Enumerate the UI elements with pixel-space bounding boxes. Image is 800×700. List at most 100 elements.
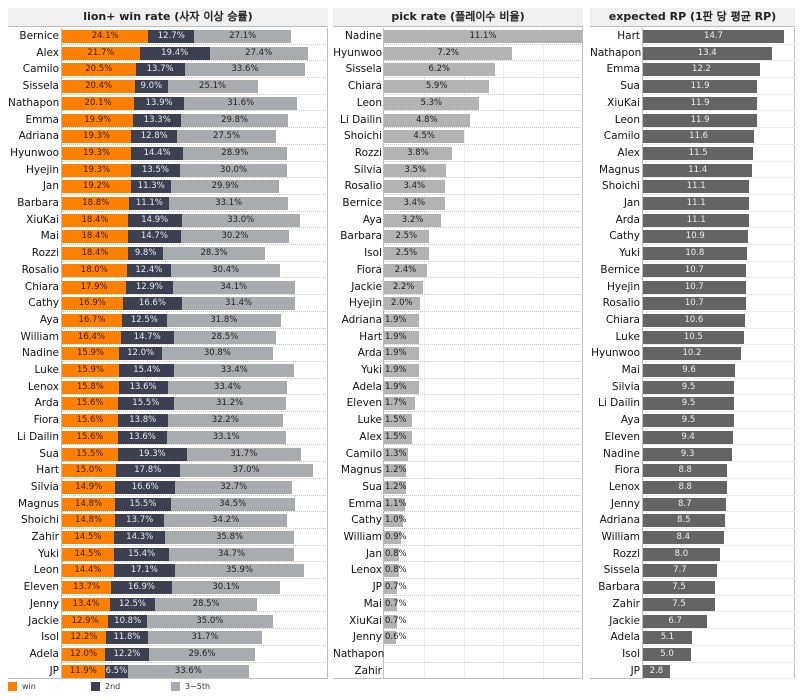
row-divider bbox=[384, 644, 583, 646]
category-label-yuki: Yuki bbox=[38, 547, 59, 560]
category-label-camilo: Camilo bbox=[603, 130, 640, 143]
row-divider bbox=[643, 310, 795, 312]
category-label-sua: Sua bbox=[620, 80, 640, 93]
row-divider bbox=[643, 143, 795, 145]
category-label-yuki: Yuki bbox=[619, 247, 640, 260]
row-divider bbox=[643, 77, 795, 79]
row-divider bbox=[384, 77, 583, 79]
table-row: Isol 2.5% bbox=[333, 245, 583, 262]
legend-swatch-win bbox=[8, 682, 17, 691]
row-divider bbox=[643, 644, 795, 646]
bar-expected-rp: 9.5 bbox=[643, 414, 735, 428]
bar-expected-rp: 5.0 bbox=[643, 647, 691, 661]
bar-expected-rp: 10.6 bbox=[643, 313, 745, 327]
bar-2nd: 12.8% bbox=[131, 130, 178, 144]
bar-3-5th: 33.1% bbox=[169, 197, 289, 210]
row-divider bbox=[643, 344, 795, 346]
row-divider bbox=[62, 411, 328, 413]
category-label-arda: Arda bbox=[34, 397, 59, 410]
category-label-hyejin: Hyejin bbox=[25, 163, 59, 176]
bar-3-5th: 34.5% bbox=[170, 497, 295, 511]
row-divider bbox=[384, 628, 583, 630]
category-label-barbara: Barbara bbox=[598, 581, 640, 594]
row-divider bbox=[643, 527, 795, 529]
row-divider bbox=[62, 494, 328, 496]
category-label-alex: Alex bbox=[36, 46, 59, 59]
bar-expected-rp: 10.8 bbox=[643, 247, 747, 261]
bar-2nd: 13.9% bbox=[134, 96, 184, 110]
category-label-sissela: Sissela bbox=[22, 80, 59, 93]
table-row: Camilo 1.3% bbox=[333, 446, 583, 463]
row-divider bbox=[643, 43, 795, 45]
expected-rp-panel: expected RP (1판 당 평균 RP) Hart 14.7 Nathapo… bbox=[590, 8, 795, 680]
table-row: William 0.9% bbox=[333, 529, 583, 546]
bar-3-5th: 31.2% bbox=[173, 397, 286, 411]
row-divider bbox=[384, 377, 583, 379]
category-label-luke: Luke bbox=[34, 364, 60, 376]
bar-3-5th: 28.5% bbox=[154, 597, 258, 611]
bar-3-5th: 31.4% bbox=[182, 297, 295, 311]
bar-3-5th: 27.1% bbox=[194, 30, 292, 43]
category-label-sissela: Sissela bbox=[345, 63, 382, 76]
bar-pick-rate: 3.2% bbox=[384, 213, 442, 227]
category-label-jan: Jan bbox=[42, 180, 59, 193]
row-divider bbox=[62, 160, 328, 162]
row-divider bbox=[62, 544, 328, 546]
bar-2nd: 6.5% bbox=[104, 664, 129, 678]
bar-3-5th: 33.0% bbox=[181, 213, 300, 227]
category-label-mai: Mai bbox=[363, 597, 382, 610]
bar-3-5th: 28.3% bbox=[163, 247, 265, 261]
bar-win: 19.9% bbox=[62, 113, 134, 127]
bar-win: 12.2% bbox=[62, 631, 106, 645]
row-divider bbox=[62, 594, 328, 596]
category-label-li-dailin: Li Dailin bbox=[597, 397, 640, 410]
row-divider bbox=[384, 193, 583, 195]
table-row: Bernice 10.7 bbox=[590, 262, 795, 279]
bar-3-5th: 31.7% bbox=[148, 631, 262, 645]
bar-2nd: 19.3% bbox=[117, 447, 187, 461]
category-label-fiora: Fiora bbox=[614, 464, 640, 477]
bar-pick-rate: 1.3% bbox=[384, 447, 409, 461]
bar-3-5th: 34.1% bbox=[172, 280, 295, 294]
row-divider bbox=[62, 678, 328, 680]
row-divider bbox=[384, 260, 583, 262]
table-row: Leon 14.4% 17.1% 35.9% bbox=[8, 562, 328, 580]
bar-expected-rp: 11.9 bbox=[643, 96, 758, 110]
bar-win: 14.8% bbox=[62, 514, 116, 528]
bar-pick-rate: 1.9% bbox=[384, 380, 419, 394]
table-row: Sua 15.5% 19.3% 31.7% bbox=[8, 446, 328, 463]
category-label-jan: Jan bbox=[623, 197, 640, 209]
table-row: Hyunwoo 7.2% bbox=[333, 45, 583, 62]
bar-3-5th: 29.8% bbox=[181, 113, 289, 127]
bar-expected-rp: 8.8 bbox=[643, 464, 728, 478]
category-label-aya: Aya bbox=[362, 213, 382, 226]
row-divider bbox=[62, 294, 328, 296]
row-divider bbox=[384, 511, 583, 513]
row-divider bbox=[384, 477, 583, 479]
gridline bbox=[463, 28, 465, 678]
table-row: JP 2.8 bbox=[590, 663, 795, 680]
category-label-shoichi: Shoichi bbox=[20, 514, 59, 527]
table-row: Camilo 20.5% 13.7% 33.6% bbox=[8, 61, 328, 79]
bar-pick-rate: 1.9% bbox=[384, 364, 419, 377]
row-divider bbox=[62, 377, 328, 379]
legend-label-win: win bbox=[22, 682, 36, 691]
table-row: Fiora 2.4% bbox=[333, 262, 583, 279]
bar-pick-rate: 0.7% bbox=[384, 597, 407, 611]
category-label-eleven: Eleven bbox=[23, 581, 59, 594]
category-label-william: William bbox=[343, 531, 382, 543]
win-rate-panel: lion+ win rate (사자 이상 승률) Bernice 24.1% 12… bbox=[8, 8, 328, 680]
category-label-luke: Luke bbox=[615, 330, 641, 343]
table-row: Li Dailin 4.8% bbox=[333, 112, 583, 129]
legend: win 2nd 3~5th bbox=[8, 681, 328, 695]
bar-2nd: 11.8% bbox=[105, 631, 149, 645]
category-label-luke: Luke bbox=[357, 414, 383, 427]
bar-expected-rp: 9.3 bbox=[643, 447, 733, 461]
bar-2nd: 14.3% bbox=[114, 531, 166, 544]
table-row: Rozzi 8.0 bbox=[590, 546, 795, 563]
table-row: Emma 12.2 bbox=[590, 61, 795, 79]
bar-win: 14.4% bbox=[62, 564, 114, 578]
bar-win: 18.0% bbox=[62, 263, 127, 277]
row-divider bbox=[643, 227, 795, 229]
bar-3-5th: 27.5% bbox=[177, 130, 276, 144]
